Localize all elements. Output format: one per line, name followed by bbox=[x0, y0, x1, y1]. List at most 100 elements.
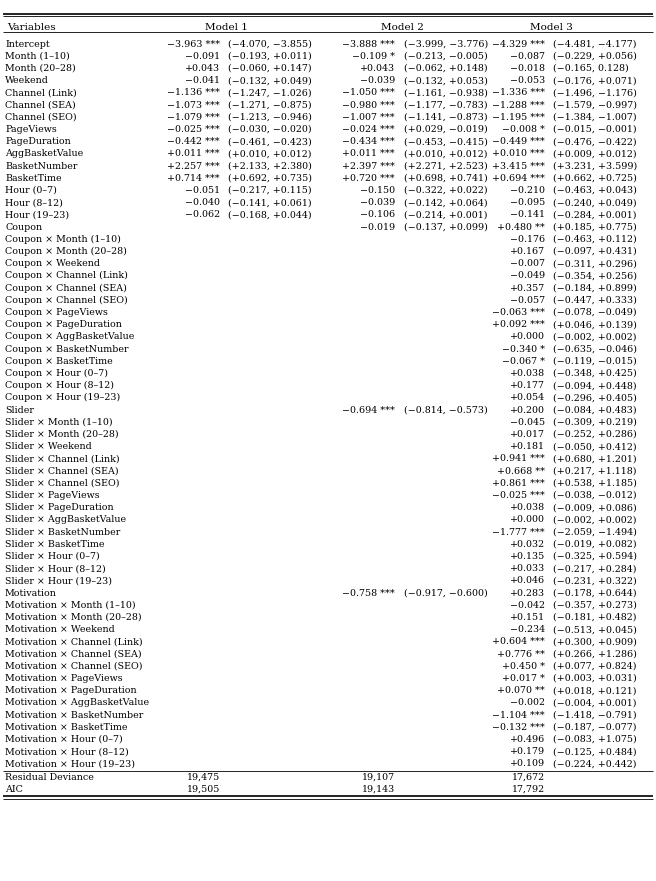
Text: (+0.010, +0.012): (+0.010, +0.012) bbox=[404, 150, 487, 159]
Text: (−0.050, +0.412): (−0.050, +0.412) bbox=[553, 442, 636, 451]
Text: (−0.348, +0.425): (−0.348, +0.425) bbox=[553, 369, 637, 378]
Text: −1.007 ***: −1.007 *** bbox=[342, 113, 395, 122]
Text: (−0.447, +0.333): (−0.447, +0.333) bbox=[553, 296, 637, 305]
Text: AIC: AIC bbox=[5, 785, 23, 794]
Text: Hour (8–12): Hour (8–12) bbox=[5, 198, 63, 207]
Text: Coupon × Channel (Link): Coupon × Channel (Link) bbox=[5, 271, 128, 280]
Text: +0.046: +0.046 bbox=[510, 576, 545, 585]
Text: +0.604 ***: +0.604 *** bbox=[492, 637, 545, 647]
Text: Coupon × Hour (8–12): Coupon × Hour (8–12) bbox=[5, 381, 114, 390]
Text: −0.002: −0.002 bbox=[510, 699, 545, 707]
Text: +0.017 *: +0.017 * bbox=[502, 674, 545, 683]
Text: (−0.060, +0.147): (−0.060, +0.147) bbox=[228, 64, 312, 73]
Text: (+0.003, +0.031): (+0.003, +0.031) bbox=[553, 674, 637, 683]
Text: Motivation × PageDuration: Motivation × PageDuration bbox=[5, 686, 136, 695]
Text: (−0.062, +0.148): (−0.062, +0.148) bbox=[404, 64, 487, 73]
Text: −1.073 ***: −1.073 *** bbox=[167, 100, 220, 109]
Text: −4.329 ***: −4.329 *** bbox=[492, 40, 545, 48]
Text: (−0.213, −0.005): (−0.213, −0.005) bbox=[404, 52, 488, 61]
Text: −1.104 ***: −1.104 *** bbox=[493, 711, 545, 720]
Text: (−0.141, +0.061): (−0.141, +0.061) bbox=[228, 198, 312, 207]
Text: (−0.252, +0.286): (−0.252, +0.286) bbox=[553, 430, 637, 439]
Text: Slider × PageDuration: Slider × PageDuration bbox=[5, 503, 113, 512]
Text: (−1.161, −0.938): (−1.161, −0.938) bbox=[404, 88, 488, 98]
Text: Coupon × Hour (0–7): Coupon × Hour (0–7) bbox=[5, 369, 108, 378]
Text: Coupon × Channel (SEO): Coupon × Channel (SEO) bbox=[5, 296, 128, 305]
Text: Motivation × Hour (0–7): Motivation × Hour (0–7) bbox=[5, 735, 123, 744]
Text: Slider × Channel (Link): Slider × Channel (Link) bbox=[5, 455, 119, 463]
Text: −0.018: −0.018 bbox=[510, 64, 545, 73]
Text: Slider × PageViews: Slider × PageViews bbox=[5, 491, 100, 500]
Text: −0.062: −0.062 bbox=[185, 211, 220, 219]
Text: +0.000: +0.000 bbox=[510, 515, 545, 524]
Text: +3.415 ***: +3.415 *** bbox=[492, 161, 545, 171]
Text: Motivation × AggBasketValue: Motivation × AggBasketValue bbox=[5, 699, 149, 707]
Text: −1.195 ***: −1.195 *** bbox=[492, 113, 545, 122]
Text: −0.019: −0.019 bbox=[360, 223, 395, 232]
Text: (−0.176, +0.071): (−0.176, +0.071) bbox=[553, 76, 636, 85]
Text: (−1.247, −1.026): (−1.247, −1.026) bbox=[228, 88, 312, 98]
Text: Model 3: Model 3 bbox=[530, 23, 573, 32]
Text: (−0.463, +0.043): (−0.463, +0.043) bbox=[553, 186, 637, 195]
Text: +0.011 ***: +0.011 *** bbox=[342, 150, 395, 159]
Text: +0.010 ***: +0.010 *** bbox=[493, 150, 545, 159]
Text: +0.092 ***: +0.092 *** bbox=[492, 320, 545, 329]
Text: +2.257 ***: +2.257 *** bbox=[167, 161, 220, 171]
Text: −0.039: −0.039 bbox=[359, 76, 395, 85]
Text: −0.141: −0.141 bbox=[510, 211, 545, 219]
Text: (−0.168, +0.044): (−0.168, +0.044) bbox=[228, 211, 312, 219]
Text: (+0.698, +0.741): (+0.698, +0.741) bbox=[404, 174, 488, 182]
Text: (−1.496, −1.176): (−1.496, −1.176) bbox=[553, 88, 637, 98]
Text: Model 1: Model 1 bbox=[205, 23, 248, 32]
Text: −0.007: −0.007 bbox=[510, 259, 545, 268]
Text: +0.480 **: +0.480 ** bbox=[497, 223, 545, 232]
Text: Slider × Hour (8–12): Slider × Hour (8–12) bbox=[5, 564, 106, 574]
Text: (+0.018, +0.121): (+0.018, +0.121) bbox=[553, 686, 636, 695]
Text: −0.008 *: −0.008 * bbox=[502, 125, 545, 134]
Text: (−0.094, +0.448): (−0.094, +0.448) bbox=[553, 381, 636, 390]
Text: Motivation × Month (1–10): Motivation × Month (1–10) bbox=[5, 601, 136, 610]
Text: 17,792: 17,792 bbox=[512, 785, 545, 794]
Text: (−0.078, −0.049): (−0.078, −0.049) bbox=[553, 308, 636, 317]
Text: Motivation × Channel (SEA): Motivation × Channel (SEA) bbox=[5, 649, 142, 659]
Text: −1.777 ***: −1.777 *** bbox=[493, 528, 545, 537]
Text: (−0.178, +0.644): (−0.178, +0.644) bbox=[553, 589, 636, 597]
Text: (−0.119, −0.015): (−0.119, −0.015) bbox=[553, 357, 637, 366]
Text: (−0.165, 0.128): (−0.165, 0.128) bbox=[553, 64, 628, 73]
Text: (+3.231, +3.599): (+3.231, +3.599) bbox=[553, 161, 637, 171]
Text: (+0.266, +1.286): (+0.266, +1.286) bbox=[553, 649, 637, 659]
Text: (+2.271, +2.523): (+2.271, +2.523) bbox=[404, 161, 488, 171]
Text: 17,672: 17,672 bbox=[512, 773, 545, 781]
Text: −0.442 ***: −0.442 *** bbox=[167, 137, 220, 146]
Text: (−1.418, −0.791): (−1.418, −0.791) bbox=[553, 711, 636, 720]
Text: −0.434 ***: −0.434 *** bbox=[342, 137, 395, 146]
Text: (−0.193, +0.011): (−0.193, +0.011) bbox=[228, 52, 312, 61]
Text: (+0.680, +1.201): (+0.680, +1.201) bbox=[553, 455, 636, 463]
Text: (−0.311, +0.296): (−0.311, +0.296) bbox=[553, 259, 637, 268]
Text: 19,475: 19,475 bbox=[187, 773, 220, 781]
Text: −0.024 ***: −0.024 *** bbox=[342, 125, 395, 134]
Text: +2.397 ***: +2.397 *** bbox=[342, 161, 395, 171]
Text: +0.179: +0.179 bbox=[510, 747, 545, 756]
Text: Motivation × Weekend: Motivation × Weekend bbox=[5, 626, 115, 634]
Text: Motivation × BasketTime: Motivation × BasketTime bbox=[5, 722, 127, 732]
Text: (−1.384, −1.007): (−1.384, −1.007) bbox=[553, 113, 636, 122]
Text: +0.151: +0.151 bbox=[510, 613, 545, 622]
Text: Coupon × PageViews: Coupon × PageViews bbox=[5, 308, 108, 317]
Text: 19,143: 19,143 bbox=[361, 785, 395, 794]
Text: −1.336 ***: −1.336 *** bbox=[492, 88, 545, 98]
Text: −0.057: −0.057 bbox=[510, 296, 545, 305]
Text: (−0.004, +0.001): (−0.004, +0.001) bbox=[553, 699, 636, 707]
Text: −0.042: −0.042 bbox=[510, 601, 545, 610]
Text: −0.980 ***: −0.980 *** bbox=[342, 100, 395, 109]
Text: (−0.097, +0.431): (−0.097, +0.431) bbox=[553, 247, 637, 256]
Text: −0.087: −0.087 bbox=[510, 52, 545, 61]
Text: (−0.142, +0.064): (−0.142, +0.064) bbox=[404, 198, 487, 207]
Text: (−3.999, −3.776): (−3.999, −3.776) bbox=[404, 40, 488, 48]
Text: Coupon × PageDuration: Coupon × PageDuration bbox=[5, 320, 122, 329]
Text: −3.963 ***: −3.963 *** bbox=[167, 40, 220, 48]
Text: (+0.692, +0.735): (+0.692, +0.735) bbox=[228, 174, 312, 182]
Text: +0.167: +0.167 bbox=[510, 247, 545, 256]
Text: +0.011 ***: +0.011 *** bbox=[167, 150, 220, 159]
Text: (−0.217, +0.115): (−0.217, +0.115) bbox=[228, 186, 312, 195]
